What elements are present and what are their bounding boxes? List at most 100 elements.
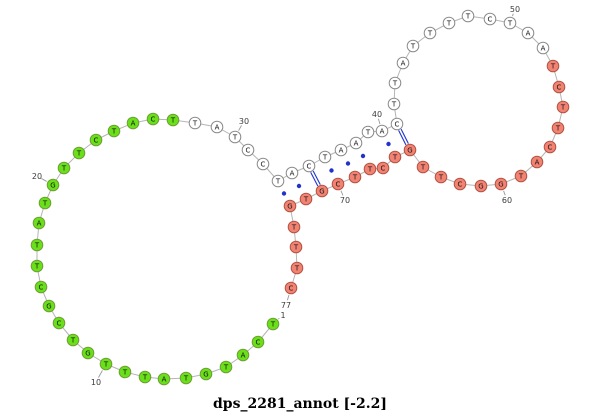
position-label-tick	[41, 178, 47, 182]
base-letter: A	[339, 147, 344, 155]
nucleotide-17: T	[30, 238, 44, 252]
nucleotide-65: G	[403, 143, 417, 157]
base-letter: G	[287, 203, 292, 211]
nucleotide-33: T	[271, 174, 285, 188]
nucleotide-circle	[434, 170, 448, 184]
base-letter: T	[352, 174, 358, 182]
nucleotide-61: G	[474, 179, 488, 193]
nucleotide-18: A	[32, 216, 46, 230]
nucleotide-circle	[388, 150, 402, 164]
nucleotide-7: A	[157, 372, 171, 386]
nucleotide-circle	[536, 41, 550, 55]
nucleotide-circle	[284, 281, 298, 295]
nucleotide-55: T	[556, 100, 570, 114]
base-letter: T	[183, 375, 189, 383]
position-label-tick	[503, 190, 506, 196]
nucleotide-circle	[283, 199, 297, 213]
nucleotide-64: T	[416, 160, 430, 174]
nucleotide-9: T	[118, 365, 132, 379]
nucleotide-circle	[503, 16, 517, 30]
nucleotide-circle	[89, 133, 103, 147]
base-letter: T	[192, 120, 198, 128]
pair-doubleline-marker	[312, 170, 321, 185]
nucleotide-circle	[107, 124, 121, 138]
nucleotide-4: T	[219, 360, 233, 374]
nucleotide-69: T	[348, 170, 362, 184]
position-label: 10	[91, 378, 101, 387]
nucleotide-34: A	[285, 166, 299, 180]
base-letter: C	[307, 163, 312, 171]
nucleotide-circle	[331, 177, 345, 191]
base-letter: T	[322, 154, 328, 162]
base-letter: T	[232, 134, 238, 142]
nucleotide-31: C	[241, 143, 255, 157]
base-letter: C	[548, 144, 553, 152]
base-letter: A	[241, 352, 246, 360]
nucleotide-28: T	[188, 116, 202, 130]
nucleotide-circle	[289, 240, 303, 254]
nucleotide-26: C	[146, 112, 160, 126]
base-letter: C	[57, 320, 62, 328]
pair-dot-marker	[345, 161, 351, 166]
base-letter: T	[392, 80, 398, 88]
base-letter: A	[37, 220, 42, 228]
nucleotide-circle	[210, 120, 224, 134]
base-letter: G	[319, 188, 324, 196]
nucleotide-35: C	[302, 159, 316, 173]
nucleotide-circle	[543, 140, 557, 154]
nucleotide-46: T	[423, 26, 437, 40]
base-letter: T	[291, 224, 297, 232]
nucleotide-72: T	[299, 192, 313, 206]
nucleotide-30: T	[228, 130, 242, 144]
nucleotide-circle	[188, 116, 202, 130]
nucleotide-circle	[30, 259, 44, 273]
base-letter: C	[94, 137, 99, 145]
base-letter: T	[518, 173, 524, 181]
position-label: 50	[510, 5, 520, 14]
nucleotide-50: T	[503, 16, 517, 30]
nucleotide-circle	[30, 238, 44, 252]
nucleotide-circle	[375, 124, 389, 138]
base-letter: T	[392, 154, 398, 162]
nucleotide-circle	[349, 136, 363, 150]
base-letter: T	[420, 164, 426, 172]
nucleotide-1: T	[266, 317, 280, 331]
nucleotide-36: T	[318, 150, 332, 164]
position-label-tick	[238, 125, 242, 131]
nucleotide-47: T	[442, 16, 456, 30]
position-label: 70	[340, 196, 350, 205]
position-label: 40	[372, 110, 382, 119]
nucleotide-circle	[396, 56, 410, 70]
nucleotide-53: T	[546, 59, 560, 73]
nucleotide-circle	[236, 348, 250, 362]
pair-dot-marker	[329, 168, 334, 173]
base-letter: G	[46, 303, 51, 311]
base-letter: T	[365, 129, 371, 137]
nucleotide-14: G	[42, 299, 56, 313]
nucleotide-circle	[118, 365, 132, 379]
nucleotide-51: A	[521, 26, 535, 40]
nucleotide-circle	[287, 220, 301, 234]
nucleotide-63: T	[434, 170, 448, 184]
base-letter: T	[560, 104, 566, 112]
nucleotide-circle	[363, 162, 377, 176]
nucleotide-circle	[157, 372, 171, 386]
base-letter: A	[354, 140, 359, 148]
base-letter: C	[458, 181, 463, 189]
nucleotide-43: T	[388, 76, 402, 90]
base-letter: A	[290, 170, 295, 178]
base-letter: C	[246, 147, 251, 155]
nucleotide-41: C	[390, 117, 404, 131]
base-letter: A	[526, 30, 531, 38]
position-label-tick	[512, 13, 514, 17]
base-letter: T	[122, 369, 128, 377]
nucleotide-circle	[266, 317, 280, 331]
nucleotide-circle	[334, 143, 348, 157]
nucleotide-16: T	[30, 259, 44, 273]
nucleotide-circle	[521, 26, 535, 40]
nucleotide-48: T	[461, 9, 475, 23]
nucleotide-circle	[453, 177, 467, 191]
nucleotide-6: T	[179, 371, 193, 385]
